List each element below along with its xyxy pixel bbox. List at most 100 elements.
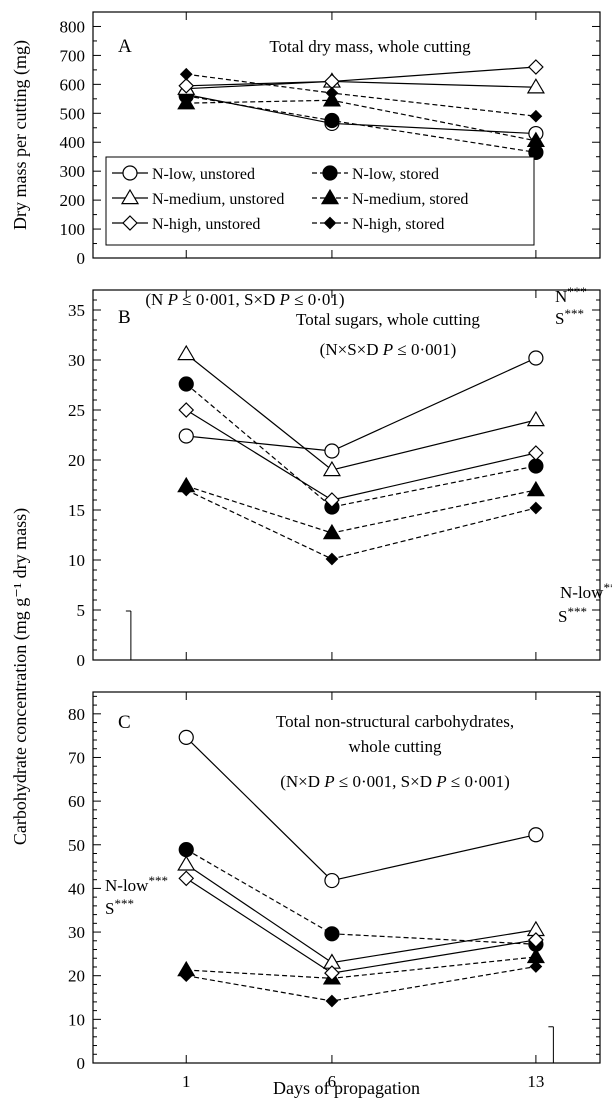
- series-n-medium-unstored: [177, 855, 545, 969]
- series-line: [185, 489, 537, 560]
- y-tick-label: 35: [68, 301, 85, 320]
- data-point: [178, 729, 194, 745]
- y-tick-label: 700: [60, 46, 86, 65]
- significance-label: N***: [555, 284, 587, 306]
- data-point: [322, 460, 341, 477]
- x-tick-label: 13: [527, 1072, 544, 1091]
- series-line: [186, 965, 536, 1002]
- significance-label: S***: [558, 604, 587, 626]
- data-point: [529, 960, 543, 973]
- data-point: [179, 67, 193, 81]
- y-tick-label: 40: [68, 879, 85, 898]
- legend-label: N-medium, unstored: [152, 191, 284, 208]
- series-n-low-unstored: [178, 350, 544, 459]
- plot-frame: [92, 11, 601, 259]
- data-point: [528, 350, 544, 366]
- data-point: [324, 443, 340, 459]
- y-tick-label: 200: [60, 191, 86, 210]
- data-point: [324, 492, 340, 508]
- data-point: [324, 965, 340, 981]
- panel-C: 0 10 20 30 40 50 60 70 80 1 6 13 C Total non-structur…: [68, 691, 601, 1091]
- panel-label: A: [118, 36, 132, 57]
- series-line: [185, 409, 537, 501]
- significance-label: S***: [555, 306, 584, 328]
- series-line: [186, 66, 536, 87]
- data-point: [324, 112, 340, 129]
- y-tick-label: 400: [60, 133, 86, 152]
- x-tick-label: 6: [328, 1072, 337, 1091]
- data-point: [179, 969, 193, 983]
- panel-title: Total dry mass, whole cutting: [269, 37, 471, 56]
- stats-annotation: (N P ≤ 0·001, S×D P ≤ 0·01): [145, 290, 344, 309]
- plot-frame: [92, 289, 601, 661]
- plot-frame: [92, 691, 601, 1064]
- stats-annotation: (N×D P ≤ 0·001, S×D P ≤ 0·001): [280, 772, 510, 791]
- legend-label: N-medium, stored: [352, 191, 468, 208]
- data-point: [529, 501, 543, 515]
- data-point: [179, 483, 193, 497]
- data-point: [528, 827, 544, 843]
- series-line: [186, 93, 536, 135]
- data-point: [324, 872, 340, 889]
- series-line: [185, 736, 537, 882]
- data-point: [323, 216, 337, 230]
- y-tick-label: 80: [68, 705, 85, 724]
- panel-title: Total sugars, whole cutting: [296, 310, 480, 329]
- significance-label: N-low***: [105, 873, 168, 895]
- y-tick-label: 60: [68, 792, 85, 811]
- stats-annotation: (N×S×D P ≤ 0·001): [320, 340, 457, 359]
- data-point: [526, 410, 545, 427]
- y-tick-label: 20: [68, 451, 85, 470]
- series-n-low-stored: [178, 376, 544, 515]
- legend-label: N-high, unstored: [152, 216, 260, 233]
- y-tick-label: 5: [77, 601, 86, 620]
- y-tick-label: 0: [77, 249, 86, 268]
- series-n-medium-unstored: [177, 344, 545, 477]
- series-line: [186, 956, 536, 979]
- data-point: [526, 78, 545, 94]
- data-point: [178, 376, 194, 392]
- series-n-low-stored: [178, 88, 544, 160]
- y-tick-label: 600: [60, 75, 86, 94]
- data-point: [320, 188, 340, 205]
- y-axis-title-carbohydrate: Carbohydrate concentration (mg g⁻¹ dry m…: [10, 508, 31, 845]
- panel-label: B: [118, 307, 131, 328]
- y-axis-title-mass: Dry mass per cutting (mg): [10, 40, 31, 230]
- data-point: [177, 93, 196, 110]
- data-point: [528, 932, 544, 948]
- significance-label: N-low**: [560, 580, 612, 602]
- data-point: [528, 59, 544, 75]
- series-line: [185, 383, 537, 508]
- panel-title-line2: whole cutting: [348, 737, 442, 756]
- data-point: [526, 131, 545, 147]
- series-n-high-stored: [179, 67, 543, 123]
- series-n-low-unstored: [178, 86, 544, 142]
- y-tick-label: 70: [68, 748, 85, 767]
- series-line: [186, 99, 537, 142]
- y-tick-label: 100: [60, 220, 86, 239]
- data-point: [526, 480, 545, 497]
- panel-A: 0 100 200 300 400 500 600 700 800 A Total dry mass…: [60, 11, 601, 328]
- y-tick-label: 10: [68, 1010, 85, 1029]
- series-n-high-stored: [179, 483, 543, 566]
- data-point: [122, 215, 138, 231]
- panel-title: Total non-structural carbohydrates,: [276, 712, 514, 731]
- data-point: [325, 994, 339, 1008]
- y-tick-label: 0: [77, 651, 86, 670]
- data-point: [529, 109, 543, 123]
- series-n-medium-stored: [177, 476, 545, 540]
- data-point: [178, 841, 194, 858]
- series-line: [186, 73, 536, 117]
- series-line: [185, 353, 537, 471]
- series-line: [186, 357, 537, 452]
- series-line: [185, 877, 536, 974]
- legend: N-low, unstored N-low, stored N-medium, un…: [105, 156, 535, 246]
- data-point: [324, 926, 340, 942]
- y-tick-label: 0: [77, 1054, 86, 1073]
- legend-label: N-low, stored: [352, 166, 439, 183]
- data-point: [177, 855, 196, 871]
- legend-box: [105, 156, 535, 246]
- data-point: [178, 870, 195, 887]
- series-n-high-unstored: [178, 870, 544, 981]
